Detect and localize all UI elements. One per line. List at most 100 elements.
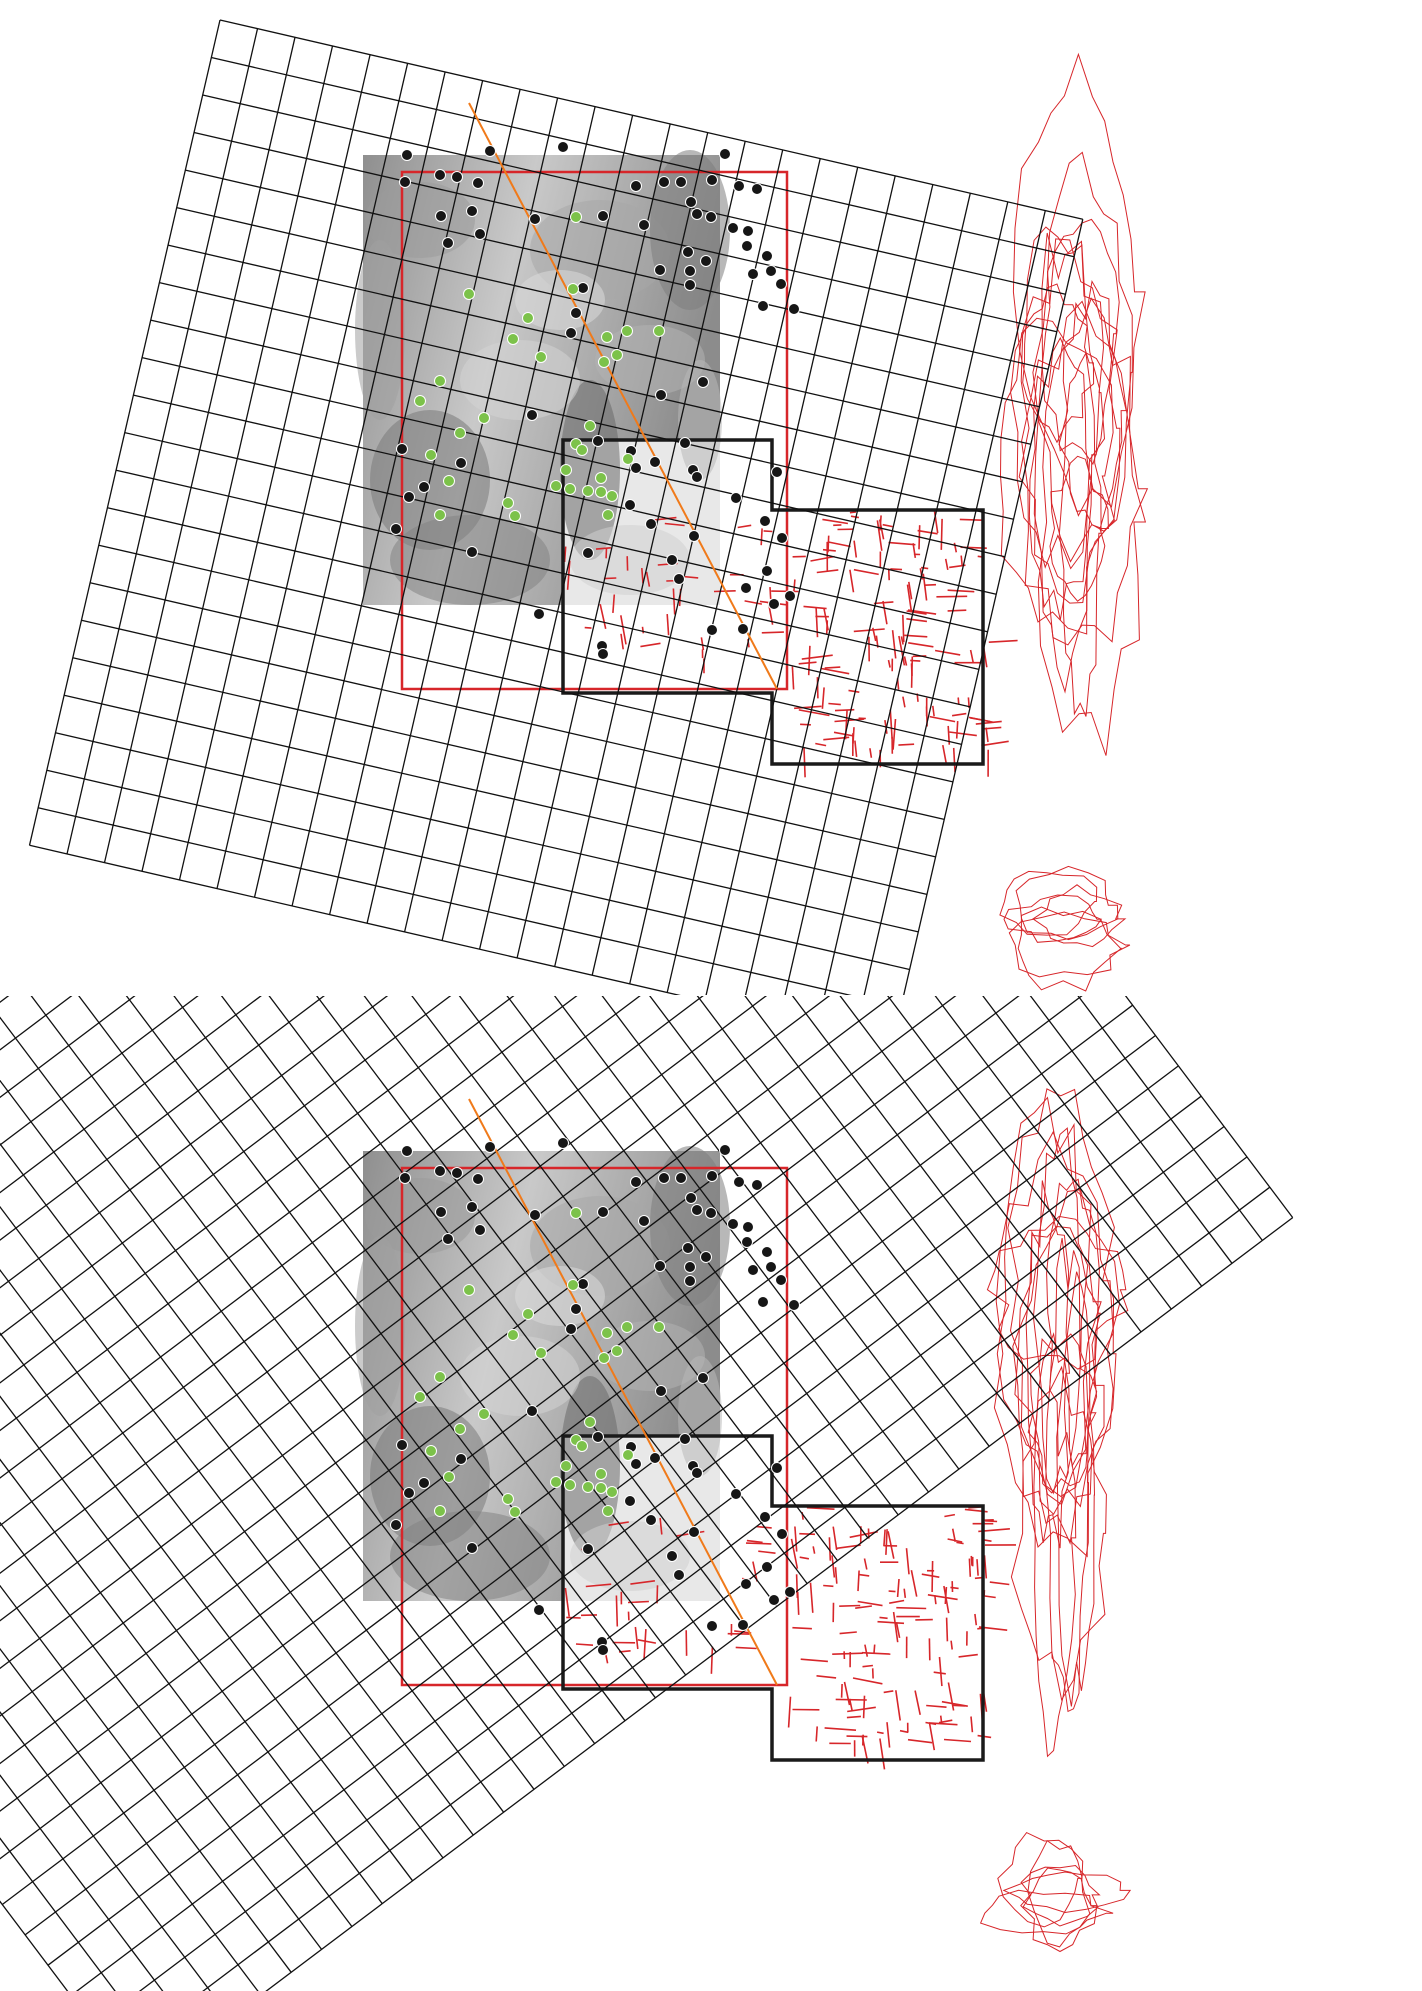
sample-point-black [451, 1167, 463, 1179]
grid-line [0, 1711, 211, 1991]
linear-feature [827, 535, 830, 553]
linear-feature [794, 705, 822, 710]
sample-point-black [719, 1144, 731, 1156]
linear-feature [921, 1573, 940, 1578]
sample-point-green [606, 1486, 618, 1498]
grid-line [441, 115, 634, 941]
grid-line [629, 158, 821, 985]
linear-feature [952, 747, 956, 773]
linear-feature [898, 743, 915, 746]
grid-line [744, 184, 934, 995]
sample-point-black [691, 208, 703, 220]
sample-point-green [595, 486, 607, 498]
sample-point-black [455, 1453, 467, 1465]
grid-line [150, 319, 1014, 520]
sample-point-green [507, 1329, 519, 1341]
sample-point-black [768, 1594, 780, 1606]
sample-point-green [463, 288, 475, 300]
sample-point-black [727, 1218, 739, 1230]
linear-feature [869, 748, 873, 758]
sample-point-black [451, 171, 463, 183]
sample-point-green [595, 1468, 607, 1480]
linear-feature [828, 1537, 832, 1561]
linear-feature [983, 1555, 988, 1579]
sample-point-black [526, 409, 538, 421]
sample-point-green [478, 1408, 490, 1420]
sample-point-green [434, 509, 446, 521]
grid-line [46, 769, 910, 971]
linear-feature [926, 1704, 947, 1708]
sample-point-black [740, 582, 752, 594]
sample-point-green [606, 490, 618, 502]
linear-feature [763, 530, 773, 533]
sample-point-black [700, 1251, 712, 1263]
linear-feature [886, 1722, 891, 1748]
sample-point-black [706, 1620, 718, 1632]
linear-feature [914, 1690, 921, 1715]
sample-point-black [435, 210, 447, 222]
grid-line [0, 1395, 383, 1905]
linear-feature [735, 1646, 757, 1650]
contour-line [1010, 226, 1106, 570]
linear-feature [928, 1722, 936, 1751]
linear-feature [832, 1526, 838, 1551]
sample-point-green [570, 211, 582, 223]
sample-point-green [434, 1371, 446, 1383]
sample-point-black [765, 265, 777, 277]
linear-feature [885, 1529, 888, 1555]
sample-point-black [742, 225, 754, 237]
study-area-boundary [561, 1434, 985, 1762]
grid-line [1029, 996, 1233, 1264]
sample-point-black [533, 1604, 545, 1616]
linear-feature [854, 740, 858, 757]
linear-feature [864, 1644, 869, 1657]
grid-line [141, 356, 1006, 558]
contour-line [1017, 906, 1123, 992]
linear-feature [873, 601, 894, 605]
sample-point-black [673, 1569, 685, 1581]
linear-feature [896, 1606, 927, 1610]
sample-point-green [564, 483, 576, 495]
sample-point-black [399, 176, 411, 188]
bottom-map-canvas [0, 996, 1294, 1991]
linear-feature [745, 1542, 772, 1545]
sample-point-black [688, 1526, 700, 1538]
linear-feature [849, 1530, 878, 1539]
contour-line [993, 1130, 1117, 1558]
linear-feature [927, 1594, 958, 1601]
linear-feature [895, 1622, 901, 1639]
contour-line [1022, 283, 1095, 444]
sample-point-black [418, 481, 430, 493]
sample-point-black [682, 246, 694, 258]
sample-point-green [595, 1482, 607, 1494]
linear-feature [832, 1652, 863, 1655]
linear-feature [603, 577, 617, 580]
linear-feature [910, 663, 913, 676]
sample-point-black [570, 1303, 582, 1315]
sample-point-green [509, 510, 521, 522]
grid-line [141, 45, 334, 872]
sample-point-black [771, 466, 783, 478]
linear-feature [758, 1550, 776, 1554]
linear-feature [846, 1735, 868, 1738]
sample-point-black [666, 1550, 678, 1562]
sample-point-black [730, 492, 742, 504]
sample-point-black [751, 183, 763, 195]
linear-feature [941, 1700, 968, 1707]
grid-line [98, 544, 962, 746]
sample-point-green [550, 480, 562, 492]
grid-line [784, 193, 971, 995]
sample-point-black [474, 228, 486, 240]
linear-feature [761, 631, 784, 634]
sample-point-green [564, 1479, 576, 1491]
linear-feature [958, 1653, 978, 1658]
sample-point-black [741, 240, 753, 252]
linear-feature [933, 510, 939, 534]
sample-point-black [747, 1264, 759, 1276]
grid-line [125, 996, 656, 1699]
sample-points [390, 141, 800, 660]
top-map-panel [0, 0, 1422, 995]
sample-point-green [622, 1449, 634, 1461]
sample-point-black [565, 1323, 577, 1335]
linear-feature [969, 649, 975, 664]
